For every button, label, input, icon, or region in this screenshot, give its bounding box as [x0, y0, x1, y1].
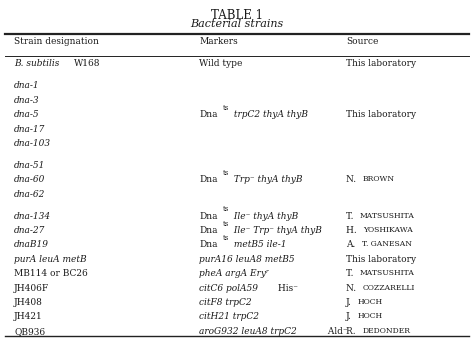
- Text: Ile⁻ thyA thyB: Ile⁻ thyA thyB: [231, 212, 298, 221]
- Text: dna-134: dna-134: [14, 212, 51, 221]
- Text: Dna: Dna: [199, 240, 218, 249]
- Text: This laboratory: This laboratory: [346, 255, 416, 264]
- Text: T.: T.: [346, 269, 356, 278]
- Text: T.: T.: [346, 212, 356, 221]
- Text: Trp⁻ thyA thyB: Trp⁻ thyA thyB: [231, 175, 302, 184]
- Text: His⁻: His⁻: [275, 284, 298, 293]
- Text: MATSUSHITA: MATSUSHITA: [359, 269, 414, 277]
- Text: N.: N.: [346, 175, 359, 184]
- Text: W168: W168: [74, 59, 100, 68]
- Text: This laboratory: This laboratory: [346, 59, 416, 68]
- Text: MB114 or BC26: MB114 or BC26: [14, 269, 88, 278]
- Text: T. GANESAN: T. GANESAN: [362, 240, 412, 248]
- Text: R.: R.: [346, 327, 358, 336]
- Text: Markers: Markers: [199, 37, 238, 46]
- Text: citH21 trpC2: citH21 trpC2: [199, 312, 259, 321]
- Text: trpC2 thyA thyB: trpC2 thyA thyB: [231, 110, 308, 119]
- Text: dna-3: dna-3: [14, 96, 40, 105]
- Text: JH408: JH408: [14, 298, 43, 307]
- Text: dna-62: dna-62: [14, 190, 46, 199]
- Text: Dna: Dna: [199, 110, 218, 119]
- Text: ts: ts: [223, 205, 229, 213]
- Text: ts: ts: [223, 234, 229, 242]
- Text: BROWN: BROWN: [363, 175, 395, 183]
- Text: QB936: QB936: [14, 327, 46, 336]
- Text: dna-27: dna-27: [14, 226, 46, 235]
- Text: H.: H.: [346, 226, 360, 235]
- Text: Wild type: Wild type: [199, 59, 243, 68]
- Text: COZZARELLI: COZZARELLI: [363, 284, 415, 292]
- Text: J.: J.: [346, 312, 355, 321]
- Text: B. subtilis: B. subtilis: [14, 59, 60, 68]
- Text: Bacterial strains: Bacterial strains: [191, 19, 283, 29]
- Text: purA leuA metB: purA leuA metB: [14, 255, 87, 264]
- Text: MATSUSHITA: MATSUSHITA: [359, 212, 414, 220]
- Text: purA16 leuA8 metB5: purA16 leuA8 metB5: [199, 255, 295, 264]
- Text: dna-5: dna-5: [14, 110, 40, 119]
- Text: citF8 trpC2: citF8 trpC2: [199, 298, 252, 307]
- Text: DEDONDER: DEDONDER: [362, 327, 410, 335]
- Text: HOCH: HOCH: [357, 298, 383, 306]
- Text: YOSHIKAWA: YOSHIKAWA: [364, 226, 413, 234]
- Text: Strain designation: Strain designation: [14, 37, 99, 46]
- Text: dna-51: dna-51: [14, 161, 46, 170]
- Text: Dna: Dna: [199, 175, 218, 184]
- Text: Ile⁻ Trp⁻ thyA thyB: Ile⁻ Trp⁻ thyA thyB: [231, 226, 322, 235]
- Text: dna-60: dna-60: [14, 175, 46, 184]
- Text: dna-1: dna-1: [14, 81, 40, 90]
- Text: aroG932 leuA8 trpC2: aroG932 leuA8 trpC2: [199, 327, 297, 336]
- Text: ts: ts: [223, 169, 229, 177]
- Text: N.: N.: [346, 284, 359, 293]
- Text: ts: ts: [223, 220, 229, 228]
- Text: HOCH: HOCH: [357, 312, 383, 320]
- Text: Source: Source: [346, 37, 378, 46]
- Text: dnaB19: dnaB19: [14, 240, 49, 249]
- Text: pheA argA Eryʳ: pheA argA Eryʳ: [199, 269, 269, 278]
- Text: Dna: Dna: [199, 226, 218, 235]
- Text: dna-17: dna-17: [14, 125, 46, 133]
- Text: Dna: Dna: [199, 212, 218, 221]
- Text: metB5 ile-1: metB5 ile-1: [231, 240, 286, 249]
- Text: J.: J.: [346, 298, 355, 307]
- Text: JH421: JH421: [14, 312, 43, 321]
- Text: Ald⁻: Ald⁻: [325, 327, 348, 336]
- Text: dna-103: dna-103: [14, 139, 51, 148]
- Text: ts: ts: [223, 104, 229, 112]
- Text: A.: A.: [346, 240, 358, 249]
- Text: citC6 polA59: citC6 polA59: [199, 284, 258, 293]
- Text: This laboratory: This laboratory: [346, 110, 416, 119]
- Text: TABLE 1: TABLE 1: [211, 9, 263, 22]
- Text: JH406F: JH406F: [14, 284, 49, 293]
